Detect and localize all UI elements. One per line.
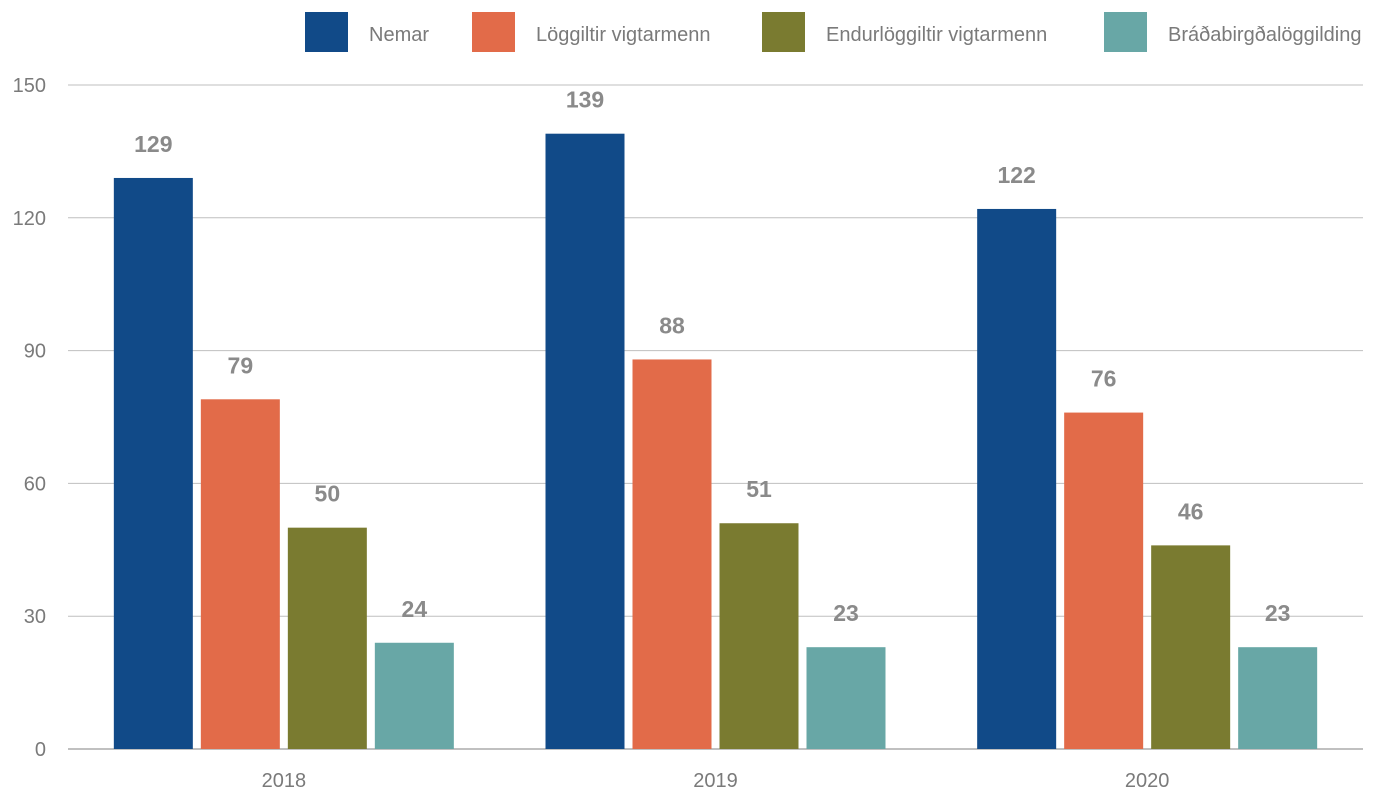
gridlines [68, 84, 1363, 750]
legend: Nemar Löggiltir vigtarmenn Endurlöggiltir … [305, 12, 1361, 52]
legend-label: Endurlöggiltir vigtarmenn [826, 24, 1047, 46]
data-label: 51 [746, 476, 772, 502]
legend-swatch [305, 12, 348, 52]
y-tick-label: 120 [13, 208, 46, 230]
legend-swatch [1104, 12, 1147, 52]
y-tick-label: 0 [35, 739, 46, 761]
data-label: 76 [1091, 366, 1117, 392]
bar-2019-series-2 [719, 523, 799, 749]
y-tick-label: 150 [13, 75, 46, 97]
data-label: 23 [1265, 600, 1291, 626]
bar-2020-series-3 [1238, 647, 1318, 749]
bar-2018-series-3 [374, 642, 454, 749]
legend-swatch [762, 12, 805, 52]
bar-2019-series-3 [806, 647, 886, 749]
bar-2018-series-0 [113, 177, 193, 749]
y-tick-label: 90 [24, 341, 46, 363]
data-label: 23 [833, 600, 859, 626]
legend-swatch [472, 12, 515, 52]
x-category-label: 2019 [693, 770, 738, 792]
y-axis: 0 30 60 90 120 150 [13, 75, 46, 761]
bar-2020-series-2 [1151, 545, 1231, 749]
data-label: 129 [134, 131, 172, 157]
data-label: 50 [315, 481, 341, 507]
data-label: 139 [566, 87, 604, 113]
data-labels: 129 79 50 24 139 88 51 23 122 76 46 23 [134, 87, 1290, 626]
data-label: 79 [228, 352, 254, 378]
legend-label: Nemar [369, 24, 429, 46]
data-label: 46 [1178, 498, 1204, 524]
bar-2019-series-1 [632, 359, 712, 749]
legend-label: Bráðabirgðalöggilding [1168, 24, 1361, 46]
data-label: 88 [659, 312, 685, 338]
data-label: 122 [997, 162, 1035, 188]
x-axis: 2018 2019 2020 [262, 770, 1170, 792]
legend-label: Löggiltir vigtarmenn [536, 24, 711, 46]
bar-2020-series-0 [977, 208, 1057, 750]
x-category-label: 2020 [1125, 770, 1170, 792]
bar-2018-series-2 [287, 527, 367, 749]
y-tick-label: 60 [24, 473, 46, 495]
bar-2018-series-1 [200, 399, 280, 749]
data-label: 24 [402, 596, 428, 622]
x-category-label: 2018 [262, 770, 307, 792]
bars [113, 133, 1318, 750]
bar-2020-series-1 [1064, 412, 1144, 749]
y-tick-label: 30 [24, 606, 46, 628]
bar-2019-series-0 [545, 133, 625, 749]
